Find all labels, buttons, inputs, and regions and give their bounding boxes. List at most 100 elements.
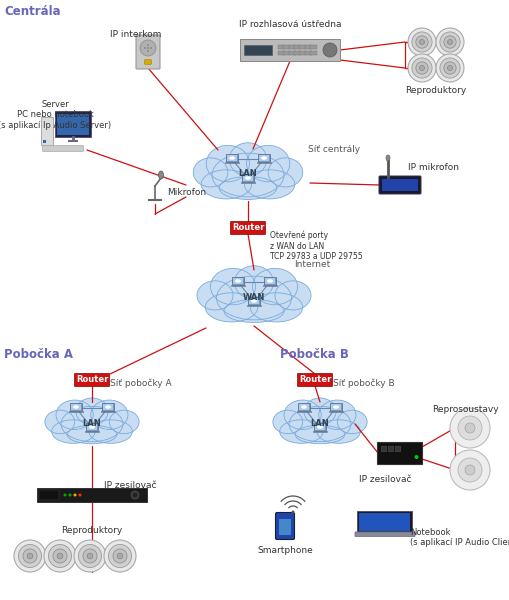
Ellipse shape [89, 420, 132, 443]
Circle shape [48, 544, 72, 568]
Bar [57, 114, 89, 135]
FancyBboxPatch shape [145, 59, 151, 64]
Bar [243, 175, 253, 181]
Text: Router: Router [299, 376, 331, 385]
Bar [70, 403, 82, 411]
FancyBboxPatch shape [74, 373, 109, 386]
Ellipse shape [304, 398, 336, 425]
Text: Server
PC nebo notebook
(s aplikací Ip Audio Server): Server PC nebo notebook (s aplikací Ip A… [0, 100, 111, 130]
Circle shape [44, 540, 76, 572]
Circle shape [440, 58, 460, 78]
Bar [330, 403, 342, 411]
Circle shape [414, 455, 418, 459]
Bar [232, 277, 244, 285]
Bar [315, 424, 325, 430]
Text: Notebook
(s aplikací IP Audio Client): Notebook (s aplikací IP Audio Client) [410, 528, 509, 547]
Circle shape [140, 40, 156, 56]
Ellipse shape [317, 425, 323, 429]
Text: Síť pobočky A: Síť pobočky A [110, 378, 172, 388]
Text: IP zesilovač: IP zesilovač [359, 475, 411, 484]
Text: WAN: WAN [243, 292, 265, 301]
FancyBboxPatch shape [275, 512, 295, 539]
Ellipse shape [280, 420, 323, 443]
Circle shape [57, 553, 63, 559]
Ellipse shape [224, 299, 284, 322]
Circle shape [83, 549, 97, 563]
Circle shape [147, 50, 149, 52]
Circle shape [73, 493, 76, 497]
Ellipse shape [201, 170, 251, 199]
Bar [241, 181, 255, 183]
Bar [233, 278, 243, 284]
Ellipse shape [235, 279, 241, 283]
Bar [284, 45, 290, 49]
Circle shape [113, 549, 127, 563]
Bar [257, 161, 271, 163]
Bar [39, 490, 59, 500]
Bar [329, 410, 343, 412]
Ellipse shape [205, 293, 258, 322]
Bar [240, 39, 340, 61]
Bar [37, 488, 147, 502]
Ellipse shape [76, 398, 108, 425]
Bar [265, 278, 275, 284]
Ellipse shape [89, 425, 95, 429]
Ellipse shape [295, 425, 345, 444]
Bar [299, 404, 309, 410]
Bar [289, 51, 296, 55]
Ellipse shape [52, 420, 95, 443]
Bar [395, 446, 401, 451]
Bar [310, 51, 317, 55]
Bar [378, 442, 422, 464]
Bar [87, 424, 97, 430]
Circle shape [108, 544, 131, 568]
Text: Síť pobočky B: Síť pobočky B [333, 378, 394, 388]
Text: Internet: Internet [294, 260, 330, 269]
Ellipse shape [219, 176, 277, 199]
Bar [388, 446, 393, 451]
Circle shape [447, 65, 453, 71]
Bar [225, 161, 239, 163]
Bar [41, 117, 53, 145]
Ellipse shape [284, 400, 321, 430]
Text: Reproduktory: Reproduktory [405, 86, 467, 95]
Circle shape [18, 544, 42, 568]
FancyBboxPatch shape [355, 532, 415, 536]
Circle shape [458, 458, 482, 482]
Bar [310, 45, 317, 49]
Circle shape [412, 32, 432, 52]
Bar [305, 45, 312, 49]
Ellipse shape [252, 268, 297, 305]
Ellipse shape [235, 266, 273, 299]
Text: Router: Router [232, 223, 264, 232]
Ellipse shape [56, 400, 93, 430]
Circle shape [436, 54, 464, 82]
Text: LAN: LAN [239, 169, 258, 179]
Circle shape [408, 54, 436, 82]
Text: Pobočka B: Pobočka B [280, 348, 349, 361]
Bar [289, 45, 296, 49]
Circle shape [74, 540, 106, 572]
Bar [294, 51, 301, 55]
Text: Reproduktory: Reproduktory [62, 526, 123, 535]
Circle shape [416, 62, 428, 74]
Bar [297, 410, 311, 412]
FancyBboxPatch shape [136, 35, 160, 69]
Circle shape [419, 65, 425, 71]
Ellipse shape [158, 171, 163, 179]
Bar [227, 155, 237, 161]
Circle shape [408, 28, 436, 56]
Text: Síť centrály: Síť centrály [308, 145, 360, 154]
Bar [231, 284, 245, 286]
Text: Router: Router [76, 376, 108, 385]
Circle shape [147, 44, 149, 46]
Circle shape [412, 58, 432, 78]
Circle shape [117, 553, 123, 559]
Text: Pobočka A: Pobočka A [4, 348, 73, 361]
Circle shape [14, 540, 46, 572]
FancyBboxPatch shape [42, 145, 83, 151]
Bar [298, 403, 310, 411]
Circle shape [23, 549, 37, 563]
Circle shape [133, 493, 137, 497]
Ellipse shape [67, 425, 117, 444]
